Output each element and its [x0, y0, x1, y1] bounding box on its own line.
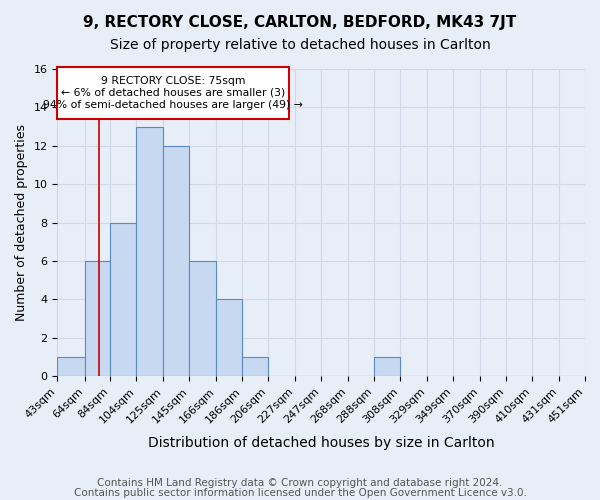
Bar [58, 357, 85, 376]
Bar [190, 261, 217, 376]
Text: 9, RECTORY CLOSE, CARLTON, BEDFORD, MK43 7JT: 9, RECTORY CLOSE, CARLTON, BEDFORD, MK43… [83, 15, 517, 30]
Bar [136, 126, 163, 376]
FancyBboxPatch shape [58, 67, 289, 119]
Y-axis label: Number of detached properties: Number of detached properties [15, 124, 28, 321]
Bar [85, 261, 110, 376]
Bar [374, 357, 400, 376]
Bar [217, 300, 242, 376]
Text: Contains HM Land Registry data © Crown copyright and database right 2024.: Contains HM Land Registry data © Crown c… [97, 478, 503, 488]
Bar [163, 146, 190, 376]
Bar [110, 222, 136, 376]
X-axis label: Distribution of detached houses by size in Carlton: Distribution of detached houses by size … [148, 436, 494, 450]
Text: Size of property relative to detached houses in Carlton: Size of property relative to detached ho… [110, 38, 490, 52]
Text: Contains public sector information licensed under the Open Government Licence v3: Contains public sector information licen… [74, 488, 526, 498]
Text: 9 RECTORY CLOSE: 75sqm
← 6% of detached houses are smaller (3)
94% of semi-detac: 9 RECTORY CLOSE: 75sqm ← 6% of detached … [43, 76, 303, 110]
Bar [242, 357, 268, 376]
